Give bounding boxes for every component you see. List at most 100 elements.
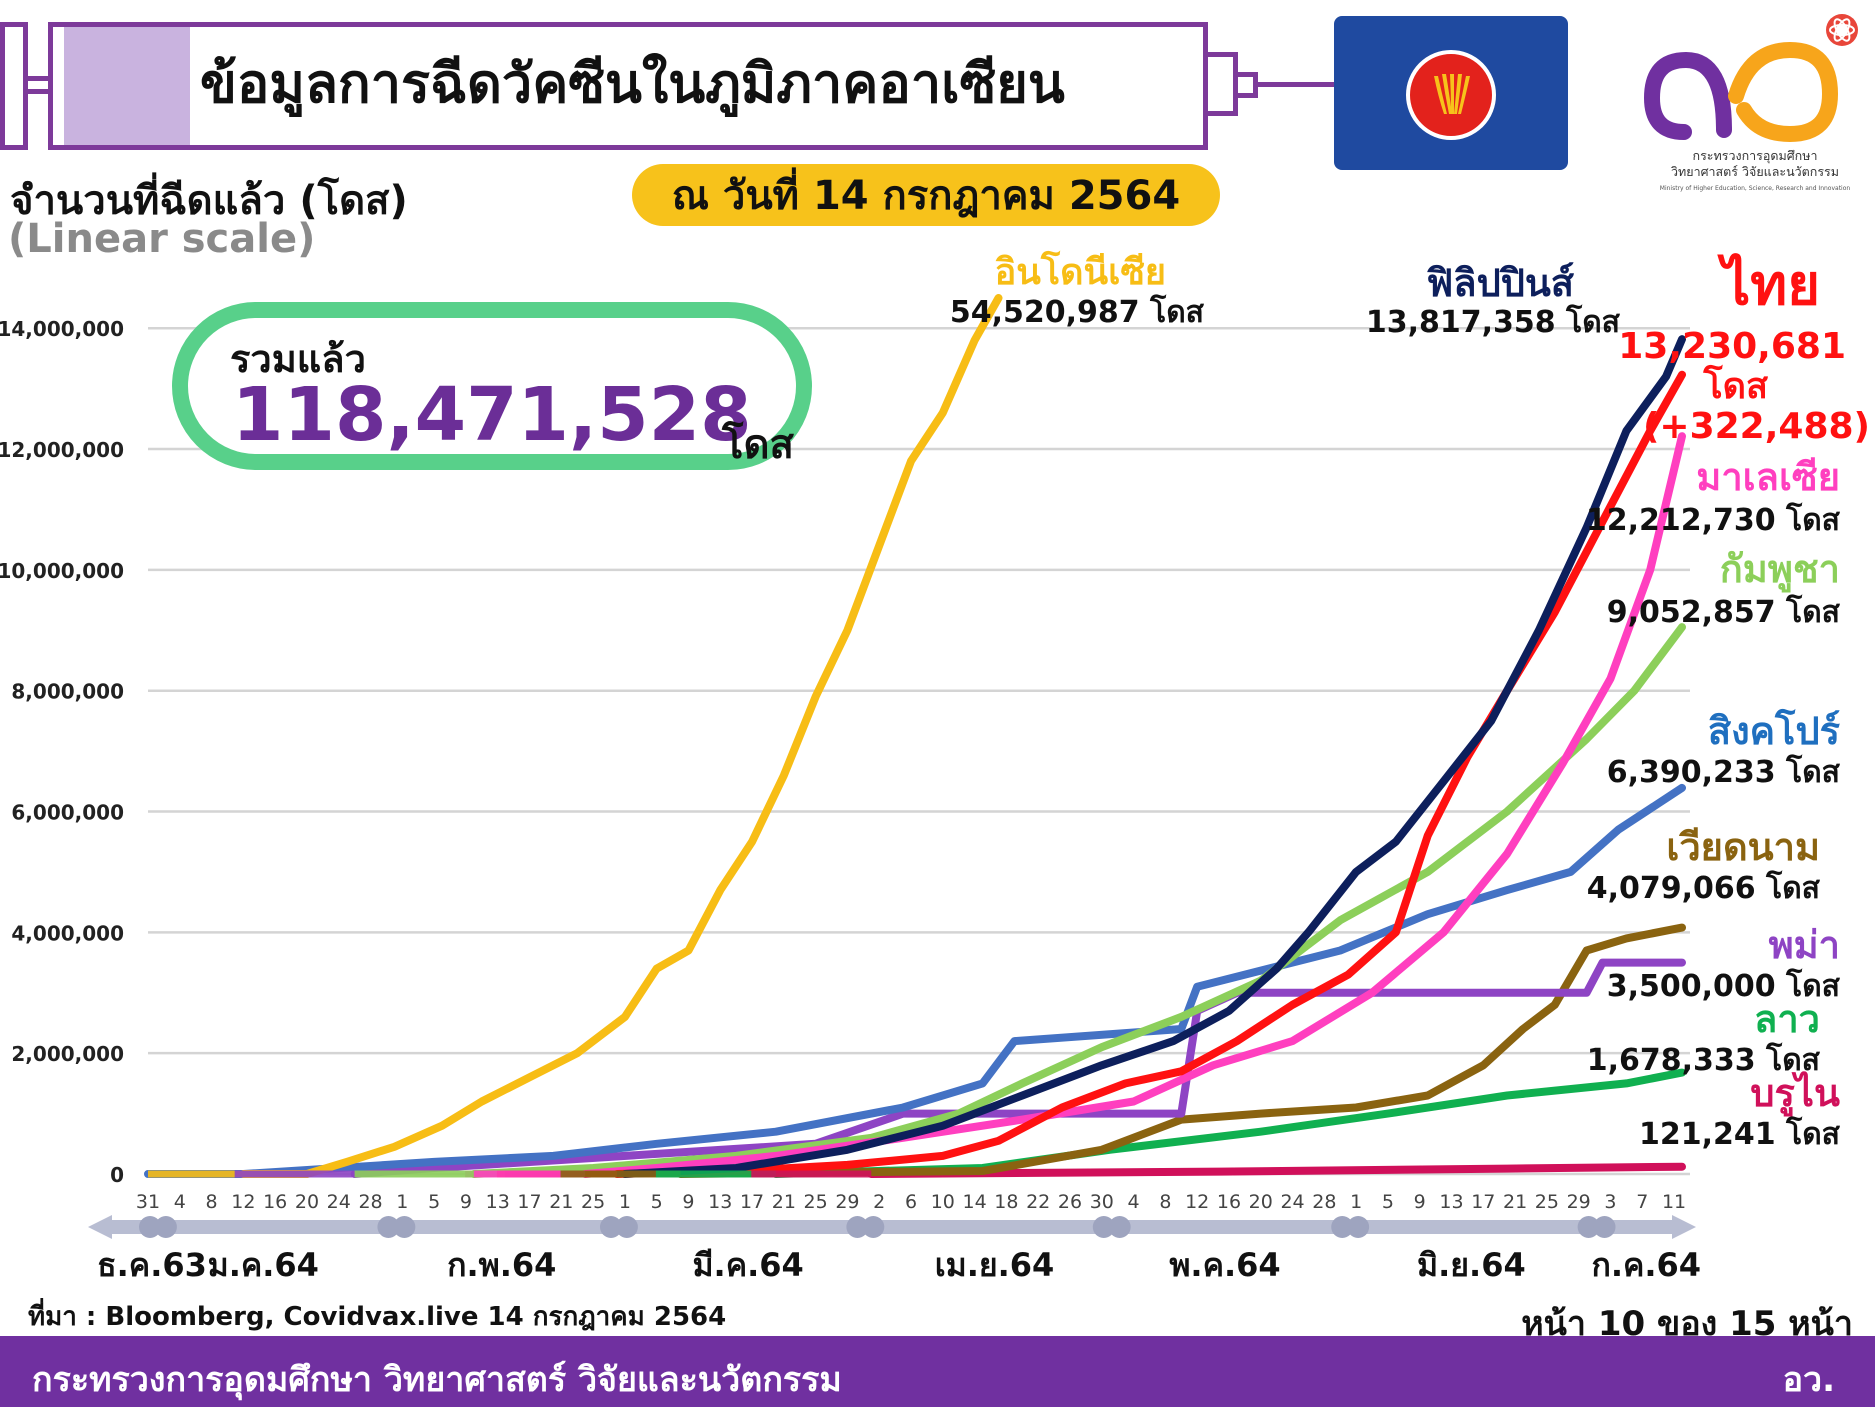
logo-ministry-th2: วิทยาศาสตร์ วิจัยและนวัตกรรม bbox=[1671, 164, 1839, 179]
x-tick-label: 31 bbox=[136, 1191, 160, 1213]
logo-ministry-en: Ministry of Higher Education, Science, R… bbox=[1660, 185, 1851, 192]
x-tick-label: 21 bbox=[772, 1191, 796, 1213]
x-tick-label: 12 bbox=[231, 1191, 255, 1213]
x-tick-label: 29 bbox=[1567, 1191, 1591, 1213]
month-separator-dot bbox=[393, 1216, 416, 1238]
footer-ministry: กระทรวงการอุดมศึกษา วิทยาศาสตร์ วิจัยและ… bbox=[32, 1360, 842, 1400]
month-separator-dot bbox=[377, 1216, 400, 1238]
series-total-label: 6,390,233 โดส bbox=[1607, 753, 1841, 790]
x-tick-label: 20 bbox=[295, 1191, 319, 1213]
x-tick-label: 21 bbox=[549, 1191, 573, 1213]
series-total-label: 12,212,730 โดส bbox=[1586, 501, 1841, 538]
x-axis-arrow-right bbox=[1672, 1215, 1696, 1239]
x-axis-band bbox=[110, 1220, 1680, 1234]
month-separator-dot bbox=[1092, 1216, 1115, 1238]
x-tick-label: 7 bbox=[1636, 1191, 1648, 1213]
series-total-label: 13,230,681 bbox=[1618, 326, 1846, 367]
month-separator-dot bbox=[1347, 1216, 1370, 1238]
x-tick-label: 20 bbox=[1249, 1191, 1273, 1213]
series-line bbox=[620, 335, 1686, 1178]
series-name-label: เวียดนาม bbox=[1666, 825, 1820, 869]
x-tick-label: 14 bbox=[963, 1191, 987, 1213]
footer-bar bbox=[0, 1336, 1875, 1407]
series-total-label: 54,520,987 โดส bbox=[950, 293, 1205, 330]
ministry-logo: กระทรวงการอุดมศึกษา วิทยาศาสตร์ วิจัยและ… bbox=[1643, 14, 1858, 192]
month-label: ธ.ค.63 bbox=[97, 1246, 207, 1280]
total-unit: โดส bbox=[722, 422, 794, 468]
x-tick-label: 4 bbox=[174, 1191, 186, 1213]
syringe-plunger bbox=[0, 22, 28, 150]
y-tick-label: 0 bbox=[110, 1163, 124, 1187]
x-tick-label: 13 bbox=[1439, 1191, 1463, 1213]
series-name-label: อินโดนีเซีย bbox=[995, 250, 1166, 293]
month-separator-dot bbox=[139, 1216, 161, 1238]
x-tick-label: 9 bbox=[1414, 1191, 1426, 1213]
month-label: ก.พ.64 bbox=[447, 1246, 556, 1280]
series-change-label: (+322,488) bbox=[1643, 406, 1870, 447]
x-tick-label: 16 bbox=[1217, 1191, 1241, 1213]
x-tick-label: 13 bbox=[708, 1191, 732, 1213]
series-name-label: มาเลเซีย bbox=[1696, 455, 1840, 499]
x-tick-label: 9 bbox=[460, 1191, 472, 1213]
y-tick-label: 14,000,000 bbox=[0, 317, 124, 341]
page-title: ข้อมูลการฉีดวัคซีนในภูมิภาคอาเซียน bbox=[200, 52, 1065, 115]
series-name-label: พม่า bbox=[1769, 923, 1840, 967]
series-total-label: 13,817,358 โดส bbox=[1366, 303, 1621, 340]
series-name-label: ไทย bbox=[1717, 252, 1820, 318]
syringe-body bbox=[48, 22, 1208, 150]
total-value: 118,471,528 bbox=[232, 372, 752, 458]
x-tick-label: 26 bbox=[1058, 1191, 1082, 1213]
x-tick-label: 5 bbox=[428, 1191, 440, 1213]
month-label: ม.ค.64 bbox=[208, 1246, 319, 1280]
y-tick-label: 2,000,000 bbox=[11, 1042, 124, 1066]
y-axis-title: จำนวนที่ฉีดแล้ว (โดส) bbox=[10, 178, 408, 224]
x-tick-label: 29 bbox=[835, 1191, 859, 1213]
x-tick-label: 25 bbox=[1535, 1191, 1559, 1213]
x-tick-label: 13 bbox=[486, 1191, 510, 1213]
series-name-label: กัมพูชา bbox=[1720, 547, 1840, 593]
date-badge: ณ วันที่ 14 กรกฎาคม 2564 bbox=[632, 164, 1220, 226]
y-tick-label: 10,000,000 bbox=[0, 559, 124, 583]
series-line bbox=[144, 783, 1686, 1178]
scale-note: (Linear scale) bbox=[8, 216, 316, 262]
y-tick-label: 4,000,000 bbox=[11, 921, 124, 945]
month-separator-dot bbox=[1108, 1216, 1131, 1238]
month-separator-dot bbox=[1331, 1216, 1354, 1238]
x-tick-label: 12 bbox=[1185, 1191, 1209, 1213]
month-label: มิ.ย.64 bbox=[1417, 1246, 1526, 1280]
x-tick-label: 25 bbox=[804, 1191, 828, 1213]
x-tick-label: 8 bbox=[1159, 1191, 1171, 1213]
series-total-label: 121,241 โดส bbox=[1639, 1115, 1841, 1152]
series-name-label: ฟิลิปปินส์ bbox=[1426, 261, 1574, 305]
footer-abbrev: อว. bbox=[1782, 1360, 1835, 1400]
x-tick-label: 16 bbox=[263, 1191, 287, 1213]
x-tick-label: 30 bbox=[1090, 1191, 1114, 1213]
x-tick-label: 5 bbox=[651, 1191, 663, 1213]
series-line bbox=[867, 1162, 1686, 1178]
vaccination-line-chart: 0 2,000,000 4,000,000 6,000,000 8,000,000 10,… bbox=[0, 250, 1870, 1280]
month-separator-dot bbox=[154, 1216, 177, 1238]
x-tick-label: 6 bbox=[905, 1191, 917, 1213]
series-name-label: ลาว bbox=[1754, 997, 1820, 1041]
series-total-label: 4,079,066 โดส bbox=[1587, 869, 1821, 906]
x-tick-label: 18 bbox=[994, 1191, 1018, 1213]
month-label: ก.ค.64 bbox=[1591, 1246, 1701, 1280]
x-tick-label: 28 bbox=[1312, 1191, 1336, 1213]
syringe-needle bbox=[1258, 82, 1338, 87]
x-tick-label: 17 bbox=[740, 1191, 764, 1213]
x-tick-label: 8 bbox=[206, 1191, 218, 1213]
series-line bbox=[612, 370, 1686, 1178]
x-tick-label: 24 bbox=[1280, 1191, 1304, 1213]
x-tick-label: 17 bbox=[517, 1191, 541, 1213]
syringe-fill bbox=[64, 27, 190, 145]
series-total-label: 3,500,000 โดส bbox=[1607, 967, 1841, 1004]
x-tick-label: 9 bbox=[682, 1191, 694, 1213]
x-tick-label: 3 bbox=[1604, 1191, 1616, 1213]
month-separator-dot bbox=[846, 1216, 869, 1238]
x-tick-label: 11 bbox=[1662, 1191, 1686, 1213]
y-tick-label: 8,000,000 bbox=[11, 680, 124, 704]
x-tick-label: 28 bbox=[358, 1191, 382, 1213]
month-label: พ.ค.64 bbox=[1169, 1246, 1280, 1280]
month-label: เม.ย.64 bbox=[935, 1246, 1055, 1280]
y-tick-label: 6,000,000 bbox=[11, 801, 124, 825]
